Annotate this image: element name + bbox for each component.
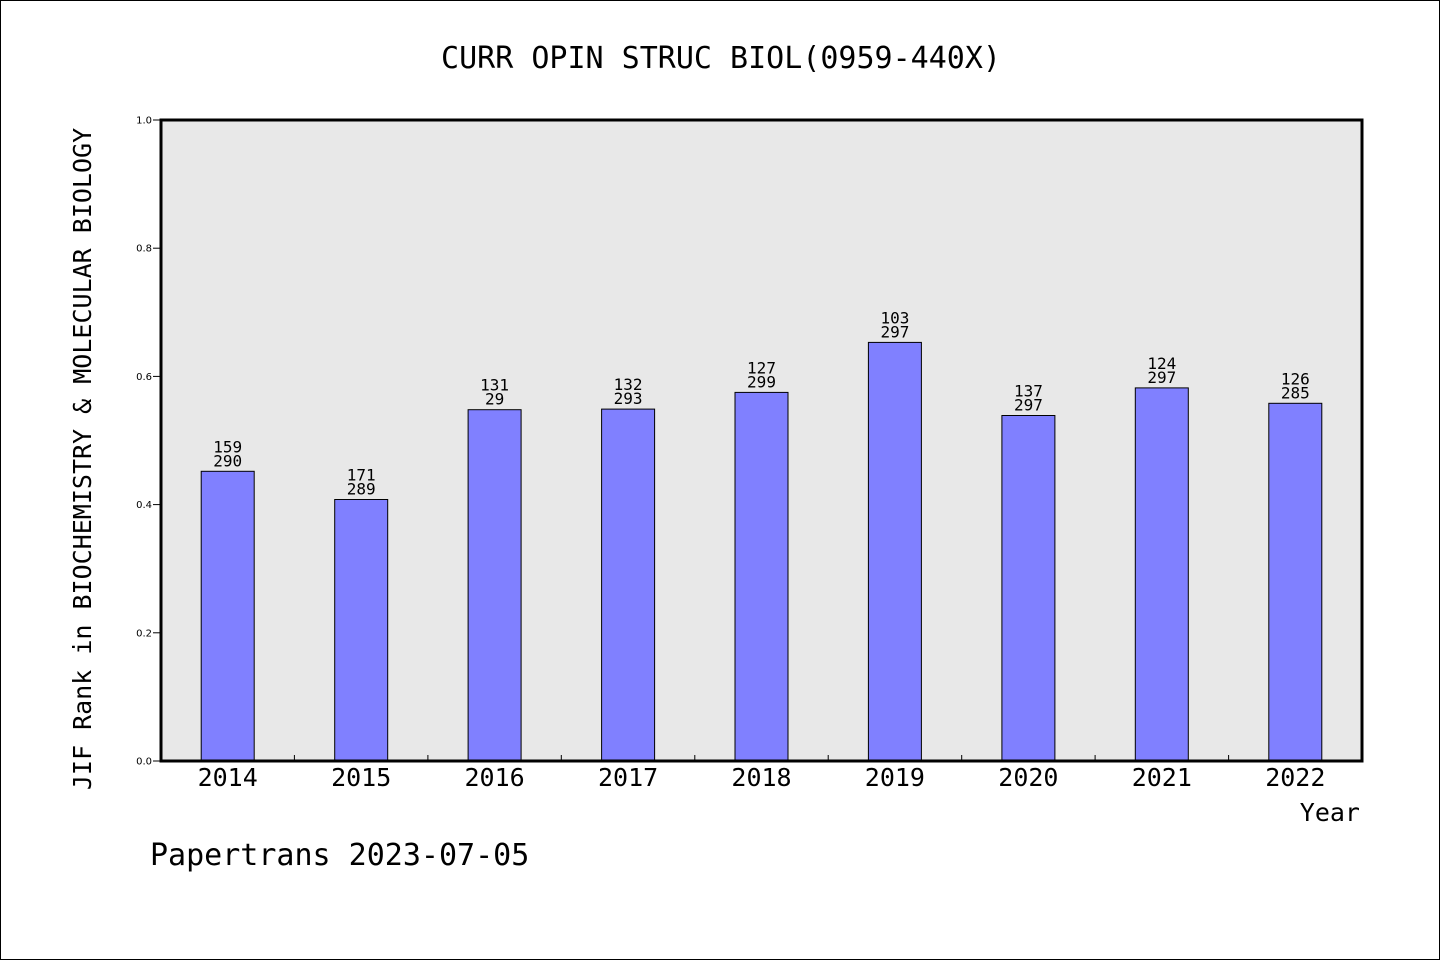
- data-label-rank-2016: 131: [480, 376, 509, 395]
- x-tick-label-2020: 2020: [998, 763, 1058, 792]
- x-tick-label-2018: 2018: [731, 763, 791, 792]
- bar-2018: [734, 391, 789, 762]
- x-tick-label-2022: 2022: [1265, 763, 1325, 792]
- data-labels-group: 1592901712891312913229312729910329713729…: [213, 308, 1310, 498]
- bar-2014: [200, 470, 255, 762]
- data-label-total-2017: 293: [614, 389, 643, 408]
- x-tick-label-2017: 2017: [598, 763, 658, 792]
- bars-group: [200, 341, 1323, 762]
- y-tick-label-0.4: 0.4: [136, 500, 152, 511]
- data-label-total-2015: 289: [347, 480, 376, 499]
- y-tick-label-1.0: 1.0: [136, 116, 152, 127]
- data-label-total-2016: 29: [485, 390, 504, 409]
- data-label-rank-2022: 126: [1281, 369, 1310, 388]
- bar-2016: [467, 409, 522, 762]
- y-tick-label-0.0: 0.0: [136, 757, 152, 768]
- bar-2017: [601, 408, 656, 762]
- footer-text: Papertrans 2023-07-05: [150, 838, 529, 873]
- bar-2019: [867, 341, 922, 762]
- chart-title: CURR OPIN STRUC BIOL(0959-440X): [441, 41, 1001, 76]
- y-tick-label-0.6: 0.6: [136, 372, 152, 383]
- data-label-total-2014: 290: [213, 451, 242, 470]
- data-label-rank-2020: 137: [1014, 382, 1043, 401]
- x-axis-ticks: 2014 2015 2016 2017 2018 2019 2020 2021 2022: [198, 755, 1325, 792]
- bar-2015: [334, 499, 389, 762]
- data-label-total-2019: 297: [880, 322, 909, 341]
- y-axis-ticks: 0.0 0.2 0.4 0.6 0.8 1.0: [136, 116, 161, 768]
- data-label-rank-2018: 127: [747, 358, 776, 377]
- data-label-total-2018: 299: [747, 372, 776, 391]
- bar-2022: [1268, 402, 1323, 762]
- data-label-rank-2021: 124: [1147, 354, 1176, 373]
- data-label-rank-2017: 132: [614, 375, 643, 394]
- plot-border: [159, 118, 1364, 763]
- x-axis-label: Year: [1300, 798, 1360, 827]
- y-tick-label-0.2: 0.2: [136, 628, 152, 639]
- data-label-rank-2014: 159: [213, 437, 242, 456]
- y-axis-label: JIF Rank in BIOCHEMISTRY & MOLECULAR BIO…: [68, 128, 97, 790]
- data-label-rank-2019: 103: [880, 308, 909, 327]
- bar-2021: [1134, 387, 1189, 762]
- data-label-total-2020: 297: [1014, 396, 1043, 415]
- x-tick-label-2016: 2016: [464, 763, 524, 792]
- y-tick-label-0.8: 0.8: [136, 244, 152, 255]
- data-label-total-2021: 297: [1147, 368, 1176, 387]
- x-tick-label-2021: 2021: [1132, 763, 1192, 792]
- data-label-rank-2015: 171: [347, 466, 376, 485]
- bar-2020: [1001, 415, 1056, 762]
- x-tick-label-2015: 2015: [331, 763, 391, 792]
- x-tick-label-2019: 2019: [865, 763, 925, 792]
- data-label-total-2022: 285: [1281, 383, 1310, 402]
- x-tick-label-2014: 2014: [198, 763, 258, 792]
